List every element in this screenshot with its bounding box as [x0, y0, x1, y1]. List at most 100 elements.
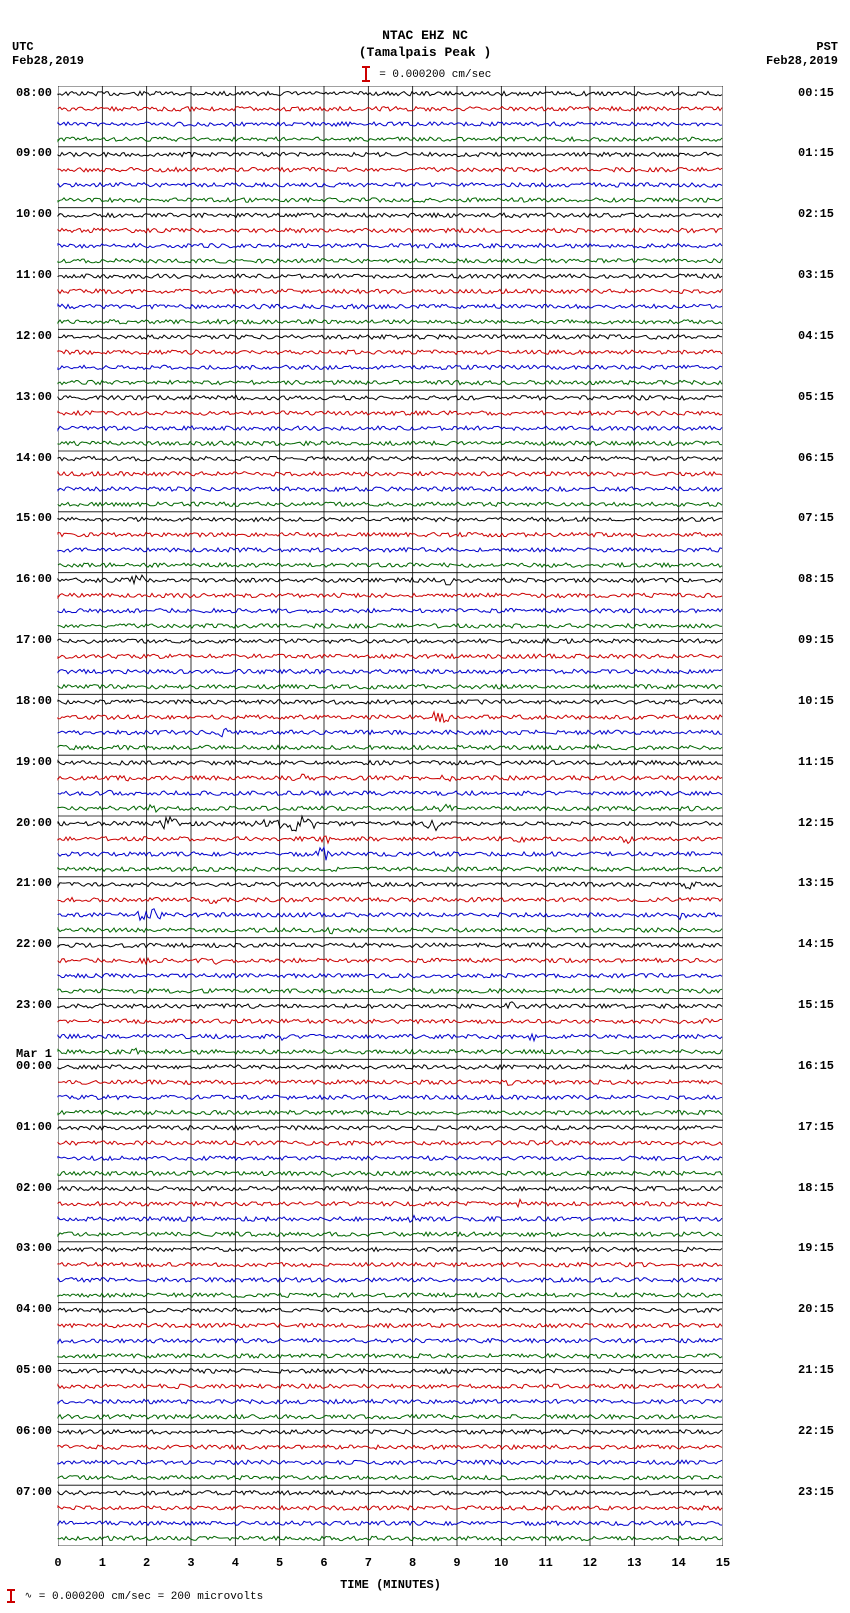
trace-row — [58, 1293, 722, 1297]
trace-row — [58, 1278, 722, 1282]
right-time-label: 00:15 — [798, 86, 834, 100]
x-tick: 6 — [320, 1556, 327, 1570]
right-time-label: 06:15 — [798, 451, 834, 465]
trace-row — [58, 1034, 722, 1041]
left-time-label: 00:00 — [16, 1059, 52, 1073]
trace-row — [58, 974, 722, 978]
right-time-label: 05:15 — [798, 390, 834, 404]
plot-area — [58, 86, 723, 1546]
left-time-label: 21:00 — [16, 876, 52, 890]
x-tick: 14 — [671, 1556, 685, 1570]
trace-row — [58, 867, 722, 871]
trace-row — [58, 1232, 722, 1236]
trace-row — [58, 1415, 722, 1419]
trace-row — [58, 988, 722, 993]
trace-row — [58, 548, 722, 552]
left-time-labels: 08:0009:0010:0011:0012:0013:0014:0015:00… — [0, 86, 56, 1546]
trace-row — [58, 1019, 722, 1024]
trace-row — [58, 1156, 722, 1160]
trace-row — [58, 517, 722, 521]
trace-row — [58, 1430, 722, 1434]
trace-row — [58, 728, 722, 736]
right-time-labels: 00:1501:1502:1503:1504:1505:1506:1507:15… — [794, 86, 850, 1546]
right-time-label: 14:15 — [798, 937, 834, 951]
trace-row — [58, 441, 722, 445]
right-time-label: 12:15 — [798, 816, 834, 830]
right-time-label: 19:15 — [798, 1241, 834, 1255]
trace-row — [58, 152, 722, 156]
left-time-label: 10:00 — [16, 207, 52, 221]
trace-row — [58, 609, 722, 613]
footer: ∿ = 0.000200 cm/sec = 200 microvolts — [4, 1589, 263, 1603]
trace-row — [58, 1126, 722, 1130]
trace-row — [58, 1460, 722, 1464]
x-axis: 0123456789101112131415 TIME (MINUTES) — [58, 1550, 723, 1590]
trace-row — [58, 593, 722, 597]
trace-row — [58, 396, 722, 400]
left-time-label: 08:00 — [16, 86, 52, 100]
station-location: (Tamalpais Peak ) — [0, 45, 850, 60]
left-time-label: 03:00 — [16, 1241, 52, 1255]
right-time-label: 13:15 — [798, 876, 834, 890]
left-time-label: 06:00 — [16, 1424, 52, 1438]
trace-row — [58, 365, 722, 369]
x-tick: 3 — [187, 1556, 194, 1570]
trace-row — [58, 700, 722, 704]
trace-row — [58, 502, 722, 506]
left-time-label: 18:00 — [16, 694, 52, 708]
trace-row — [58, 411, 722, 415]
left-time-label: 15:00 — [16, 511, 52, 525]
trace-row — [58, 1536, 722, 1540]
trace-row — [58, 1095, 722, 1099]
x-tick: 13 — [627, 1556, 641, 1570]
left-time-label: 14:00 — [16, 451, 52, 465]
x-tick: 8 — [409, 1556, 416, 1570]
left-time-label: 11:00 — [16, 268, 52, 282]
trace-row — [58, 107, 722, 111]
trace-row — [58, 487, 722, 491]
trace-row — [58, 836, 722, 843]
header: NTAC EHZ NC (Tamalpais Peak ) — [0, 28, 850, 60]
trace-row — [58, 898, 722, 904]
right-time-label: 10:15 — [798, 694, 834, 708]
right-time-label: 23:15 — [798, 1485, 834, 1499]
right-time-label: 02:15 — [798, 207, 834, 221]
right-time-label: 11:15 — [798, 755, 834, 769]
trace-row — [58, 669, 722, 673]
trace-row — [58, 685, 722, 689]
trace-row — [58, 1216, 722, 1223]
trace-row — [58, 304, 722, 308]
right-time-label: 21:15 — [798, 1363, 834, 1377]
right-time-label: 01:15 — [798, 146, 834, 160]
left-time-label: 02:00 — [16, 1181, 52, 1195]
trace-row — [58, 456, 722, 460]
trace-row — [58, 882, 722, 889]
left-time-label: 13:00 — [16, 390, 52, 404]
trace-row — [58, 712, 722, 722]
x-tick: 15 — [716, 1556, 730, 1570]
x-tick: 9 — [453, 1556, 460, 1570]
trace-row — [58, 137, 722, 141]
trace-row — [58, 1199, 722, 1207]
trace-row — [58, 1384, 722, 1388]
trace-row — [58, 1339, 722, 1343]
trace-row — [58, 244, 722, 248]
trace-row — [58, 380, 722, 384]
trace-row — [58, 1048, 722, 1054]
trace-row — [58, 1263, 722, 1267]
trace-row — [58, 1308, 722, 1312]
trace-row — [58, 761, 722, 765]
trace-row — [58, 122, 722, 126]
right-time-label: 16:15 — [798, 1059, 834, 1073]
right-time-label: 04:15 — [798, 329, 834, 343]
left-time-label: 17:00 — [16, 633, 52, 647]
trace-row — [58, 1506, 722, 1510]
trace-row — [58, 1521, 722, 1525]
trace-row — [58, 847, 722, 860]
right-time-label: 08:15 — [798, 572, 834, 586]
left-time-label: 19:00 — [16, 755, 52, 769]
trace-row — [58, 472, 722, 476]
trace-row — [58, 228, 722, 232]
trace-row — [58, 1141, 722, 1145]
trace-row — [58, 213, 722, 217]
